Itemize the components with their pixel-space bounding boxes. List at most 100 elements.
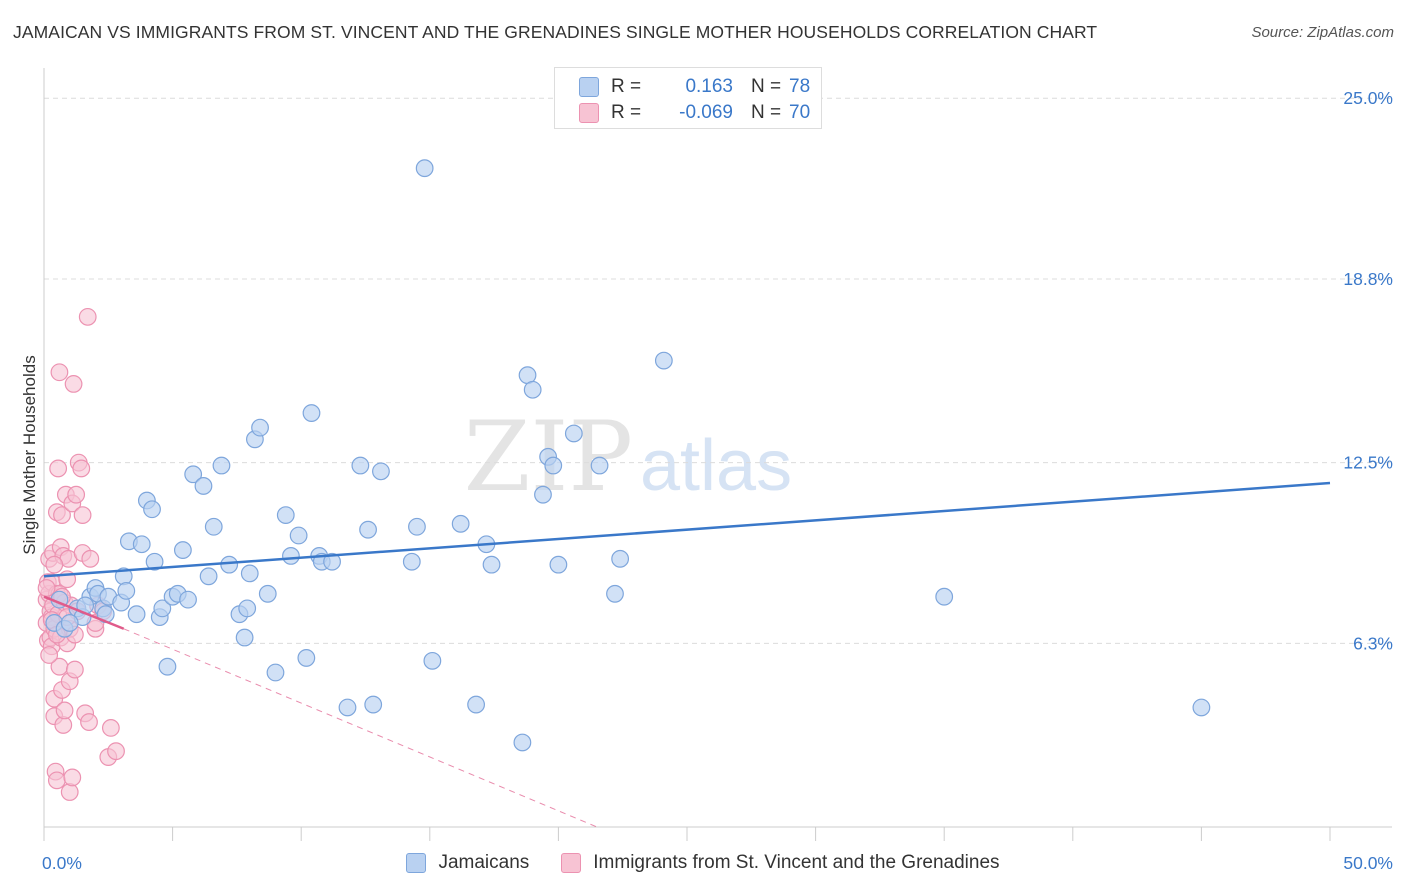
data-point-jamaicans: [199, 567, 218, 586]
data-point-jamaicans: [564, 424, 583, 443]
data-point-svg: [40, 646, 59, 664]
legend-r-label: R =: [611, 102, 642, 123]
data-point-jamaicans: [523, 380, 542, 399]
data-point-jamaicans: [513, 733, 532, 752]
data-point-svg: [50, 363, 69, 382]
data-point-jamaicans: [212, 456, 231, 475]
chart-title: JAMAICAN VS IMMIGRANTS FROM ST. VINCENT …: [13, 22, 1098, 42]
data-point-svg: [49, 459, 68, 478]
trend-line-svg: [43, 595, 125, 630]
watermark-atlas: atlas: [640, 426, 792, 506]
data-point-svg: [72, 459, 91, 478]
trend-line-svg-extension: [123, 628, 598, 828]
data-point-jamaicans: [451, 514, 470, 533]
legend-label-svg: Immigrants from St. Vincent and the Gren…: [593, 852, 1000, 873]
legend-row-jamaicans: R = 0.163 N = 78: [579, 74, 810, 100]
y-tick-label: 18.8%: [1343, 269, 1393, 289]
legend-n-label: N =: [751, 102, 782, 123]
y-tick-labels: 6.3% 12.5% 18.8% 25.0%: [1343, 88, 1393, 653]
trend-line-jamaicans: [43, 481, 1331, 578]
series-jamaicans-points: [45, 159, 1211, 752]
data-point-jamaicans: [117, 581, 136, 600]
legend-n-value: 70: [789, 102, 811, 123]
data-point-jamaicans: [534, 485, 552, 504]
data-point-svg: [67, 485, 86, 504]
legend-swatch-blue: [406, 853, 427, 873]
y-tick-label: 6.3%: [1353, 633, 1393, 653]
data-point-jamaicans: [143, 500, 161, 519]
data-point-jamaicans: [238, 599, 257, 618]
legend-swatch-pink: [561, 853, 582, 873]
x-tick-labels: 0.0% 50.0%: [42, 853, 1393, 873]
data-point-jamaicans: [240, 564, 259, 583]
data-point-jamaicans: [402, 552, 421, 571]
data-point-svg: [101, 718, 120, 737]
y-tick-label: 25.0%: [1343, 88, 1393, 108]
data-point-jamaicans: [423, 651, 442, 670]
legend-row-svg: R = -0.069 N = 70: [579, 100, 810, 126]
series-svg-points: [37, 307, 125, 801]
legend-n-label: N =: [751, 76, 782, 97]
data-point-jamaicans: [184, 465, 203, 484]
data-point-jamaicans: [351, 456, 370, 475]
data-point-jamaicans: [606, 584, 624, 603]
data-point-jamaicans: [132, 535, 151, 554]
data-point-jamaicans: [258, 584, 277, 603]
legend-r-label: R =: [611, 76, 642, 97]
data-point-svg: [107, 742, 125, 761]
data-point-jamaicans: [266, 663, 285, 682]
legend-item-jamaicans: Jamaicans: [406, 852, 529, 874]
data-point-svg: [37, 579, 56, 597]
legend-label-jamaicans: Jamaicans: [438, 852, 530, 873]
x-tick-label: 50.0%: [1343, 853, 1393, 873]
data-point-jamaicans: [251, 418, 269, 437]
data-point-jamaicans: [323, 552, 341, 571]
data-point-jamaicans: [289, 526, 308, 545]
data-point-jamaicans: [654, 351, 673, 370]
data-point-jamaicans: [297, 649, 316, 667]
chart-source: Source: ZipAtlas.com: [1251, 24, 1394, 41]
data-point-jamaicans: [415, 159, 434, 178]
series-legend: Jamaicans Immigrants from St. Vincent an…: [0, 852, 1406, 874]
data-point-svg: [63, 768, 82, 787]
legend-swatch-pink: [579, 103, 599, 123]
data-point-jamaicans: [145, 552, 164, 571]
trend-lines: [43, 481, 1331, 828]
data-point-svg: [53, 506, 71, 524]
data-point-svg: [81, 549, 100, 568]
y-axis-label: Single Mother Households: [20, 355, 39, 554]
data-point-svg: [64, 375, 83, 393]
data-point-svg: [45, 555, 64, 574]
data-point-jamaicans: [467, 695, 485, 714]
y-tick-label: 12.5%: [1343, 453, 1393, 473]
data-point-jamaicans: [544, 456, 563, 475]
data-point-svg: [65, 660, 84, 679]
data-point-jamaicans: [235, 628, 254, 647]
legend-item-svg: Immigrants from St. Vincent and the Gren…: [561, 852, 1000, 874]
data-point-jamaicans: [276, 506, 295, 524]
data-point-jamaicans: [220, 555, 239, 574]
legend-r-value: -0.069: [679, 102, 733, 123]
data-point-jamaicans: [611, 549, 630, 568]
data-point-jamaicans: [482, 555, 501, 574]
legend-swatch-blue: [579, 77, 599, 97]
data-point-jamaicans: [194, 477, 213, 495]
data-point-jamaicans: [372, 462, 390, 481]
data-point-svg: [80, 713, 98, 731]
data-point-jamaicans: [590, 456, 609, 475]
data-point-jamaicans: [359, 520, 377, 539]
data-point-jamaicans: [338, 698, 357, 717]
data-point-jamaicans: [173, 541, 192, 559]
x-tick-label: 0.0%: [42, 853, 82, 873]
data-point-jamaicans: [302, 404, 321, 422]
data-point-jamaicans: [153, 599, 172, 618]
data-point-jamaicans: [60, 614, 79, 632]
data-point-svg: [73, 506, 92, 524]
data-point-svg: [78, 307, 97, 326]
data-point-svg: [55, 701, 74, 720]
legend-n-value: 78: [789, 76, 811, 97]
correlation-legend: R = 0.163 N = 78 R = -0.069 N = 70: [554, 67, 822, 129]
legend-r-value: 0.163: [685, 76, 733, 97]
data-point-jamaicans: [408, 517, 426, 536]
